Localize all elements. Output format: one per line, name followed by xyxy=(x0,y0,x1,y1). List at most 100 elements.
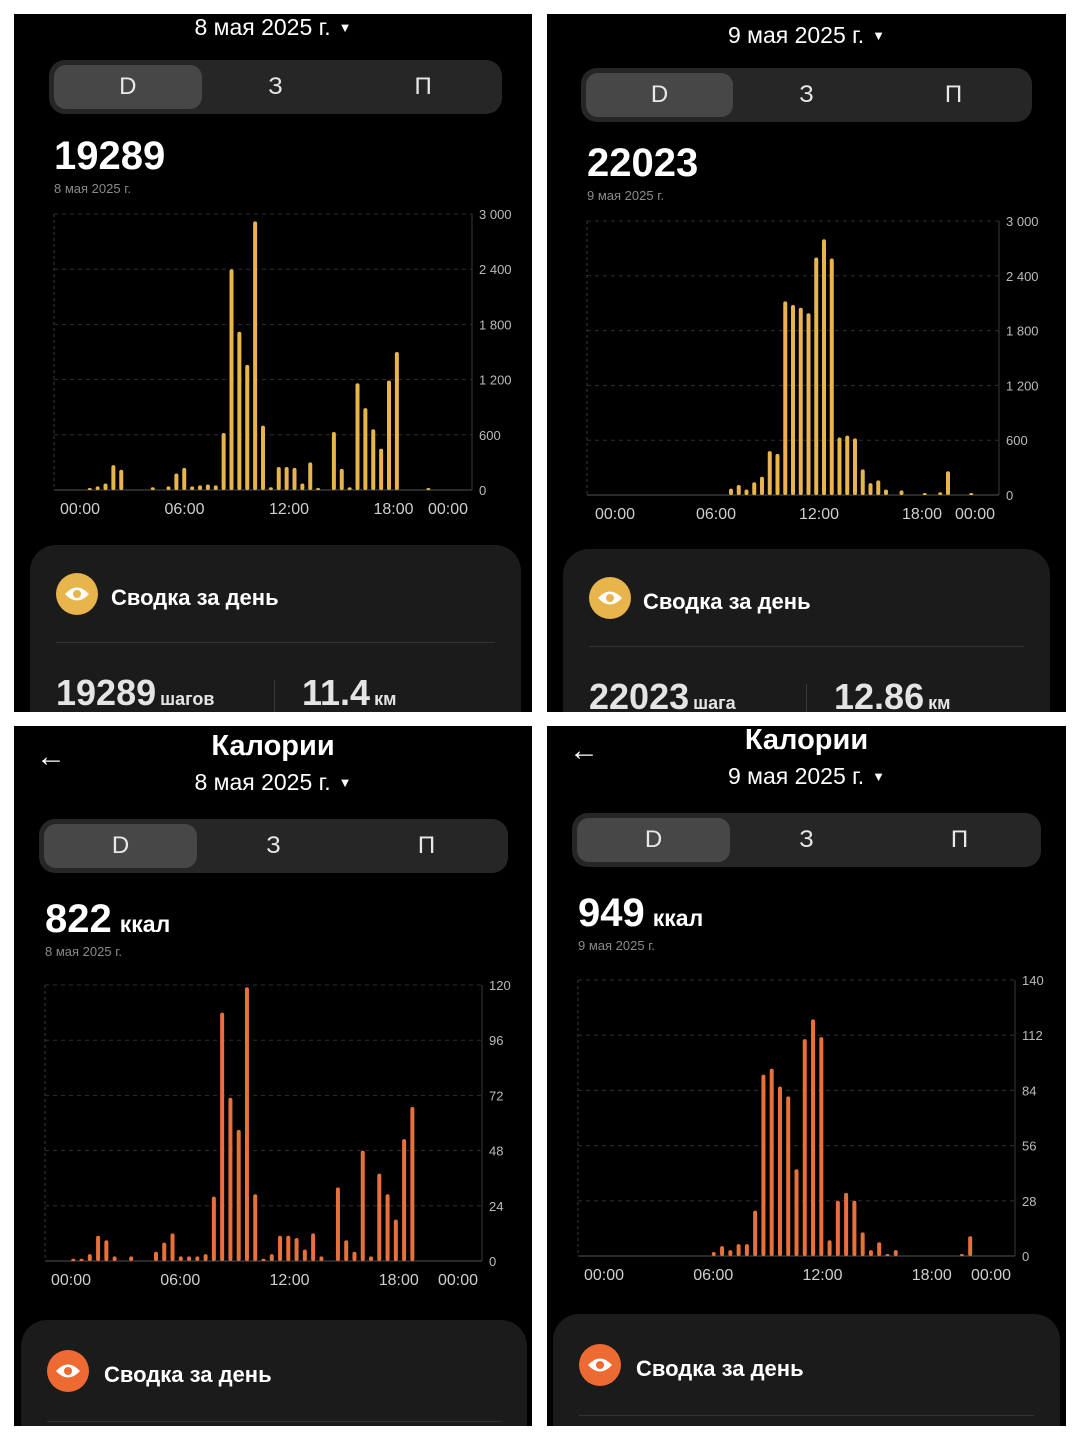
value-date: 8 мая 2025 г. xyxy=(54,181,131,196)
y-tick-label: 0 xyxy=(489,1254,496,1269)
y-tick-label: 56 xyxy=(1022,1139,1036,1154)
chart-bar xyxy=(129,1256,134,1261)
chart-bar xyxy=(166,486,171,490)
calories-panel-may-8: ← Калории 8 мая 2025 г. ▼ D З П 822 ккал 8… xyxy=(14,726,532,1426)
chart-bar xyxy=(355,383,360,490)
chart-bar xyxy=(767,451,772,495)
y-tick-label: 2 400 xyxy=(1006,269,1039,284)
chart-bar xyxy=(182,467,187,490)
tab-day[interactable]: D xyxy=(577,818,730,862)
stat-separator xyxy=(274,680,275,712)
tab-day[interactable]: D xyxy=(54,65,202,109)
eye-icon xyxy=(47,1350,89,1392)
chart-bar xyxy=(153,1251,158,1261)
chart-bar xyxy=(371,429,376,490)
date-selector[interactable]: 9 мая 2025 г. ▼ xyxy=(547,763,1066,790)
chart-bar xyxy=(877,1242,882,1256)
chart-bar xyxy=(410,1106,415,1261)
chart-bar xyxy=(728,1250,733,1256)
chart-bar xyxy=(300,483,305,490)
distance-stat: 11.4 км xyxy=(302,672,396,712)
chart-bar xyxy=(852,1200,857,1256)
chart-bar xyxy=(387,380,391,490)
summary-card[interactable]: Сводка за день 19289 шагов 11.4 км xyxy=(30,545,521,712)
y-tick-label: 600 xyxy=(479,428,501,443)
chart-bar xyxy=(811,1019,816,1256)
y-tick-label: 1 800 xyxy=(1006,324,1039,339)
tab-day[interactable]: D xyxy=(44,824,197,868)
chart-bar xyxy=(363,408,368,490)
steps-panel-may-9: 9 мая 2025 г. ▼ D З П 22023 9 мая 2025 г.… xyxy=(547,14,1066,712)
y-tick-label: 600 xyxy=(1006,433,1028,448)
chart-bar xyxy=(884,489,888,495)
arrow-left-icon[interactable]: ← xyxy=(569,734,599,767)
date-label: 8 мая 2025 г. xyxy=(194,769,331,795)
chart-bar xyxy=(393,1219,398,1261)
chart-bar xyxy=(178,1256,183,1261)
x-tick-label: 00:00 xyxy=(955,506,995,523)
summary-card[interactable]: Сводка за день xyxy=(21,1320,527,1426)
tab-month[interactable]: П xyxy=(417,832,436,859)
tab-week[interactable]: З xyxy=(799,826,814,853)
distance-stat: 12.86 км xyxy=(834,676,950,712)
chart-bar xyxy=(87,1254,92,1261)
summary-card[interactable]: Сводка за день 22023 шага 12.86 км xyxy=(563,549,1050,712)
chart-bar xyxy=(829,258,834,495)
chart-bar xyxy=(268,487,273,490)
chart-svg: 0 28 56 84 112 140 00:00 06:00 12:00 18:00 00:00 xyxy=(577,973,1044,1284)
chart-bar xyxy=(253,1194,258,1261)
tab-week[interactable]: З xyxy=(268,73,283,100)
tab-day[interactable]: D xyxy=(586,73,733,117)
y-tick-label: 84 xyxy=(1022,1083,1036,1098)
divider xyxy=(579,1415,1034,1416)
date-selector[interactable]: 8 мая 2025 г. ▼ xyxy=(14,14,532,41)
chart-bar xyxy=(308,462,313,490)
tab-week[interactable]: З xyxy=(266,832,281,859)
tab-week[interactable]: З xyxy=(799,81,814,108)
value-date: 9 мая 2025 г. xyxy=(587,188,664,203)
chart-bar xyxy=(369,1256,374,1261)
y-tick-label: 24 xyxy=(489,1199,503,1214)
period-tabs: D З П xyxy=(39,819,508,873)
y-tick-label: 1 800 xyxy=(479,317,512,332)
chart-bar xyxy=(769,1068,774,1256)
summary-card[interactable]: Сводка за день xyxy=(553,1314,1060,1426)
steps-stat-value: 19289 xyxy=(56,672,157,712)
chart-bar xyxy=(729,488,733,495)
chart-bar xyxy=(968,1236,973,1256)
chart-bar xyxy=(744,1244,749,1256)
distance-stat-value: 12.86 xyxy=(834,676,925,712)
y-tick-label: 48 xyxy=(489,1144,503,1159)
steps-stat-unit: шага xyxy=(693,693,736,712)
x-tick-label: 18:00 xyxy=(912,1267,952,1284)
chart-bar xyxy=(806,313,811,495)
chart-bar xyxy=(752,482,757,495)
chart-bar xyxy=(331,432,336,490)
steps-total: 19289 xyxy=(54,134,165,179)
x-tick-label: 06:00 xyxy=(696,506,736,523)
date-label: 8 мая 2025 г. xyxy=(194,14,331,40)
chart-bar xyxy=(802,1039,807,1256)
chart-bar xyxy=(720,1246,725,1256)
chart-bar xyxy=(236,1129,241,1261)
chart-bar xyxy=(860,469,865,495)
arrow-left-icon[interactable]: ← xyxy=(36,740,66,773)
calories-total-unit: ккал xyxy=(119,911,171,937)
date-selector[interactable]: 9 мая 2025 г. ▼ xyxy=(547,22,1066,49)
chart-bar xyxy=(112,1256,117,1261)
tab-month[interactable]: П xyxy=(944,81,963,108)
y-tick-label: 72 xyxy=(489,1088,503,1103)
chart-bar xyxy=(899,490,904,495)
chart-bar xyxy=(969,493,974,495)
steps-stat-value: 22023 xyxy=(589,676,690,712)
chart-bar xyxy=(794,1169,799,1256)
calories-panel-may-9: ← Калории 9 мая 2025 г. ▼ D З П 949 ккал 9… xyxy=(547,726,1066,1426)
caret-down-icon: ▼ xyxy=(872,28,886,43)
chart-bar xyxy=(103,483,108,490)
date-selector[interactable]: 8 мая 2025 г. ▼ xyxy=(14,769,532,796)
x-tick-label: 18:00 xyxy=(379,1272,419,1289)
period-tabs: D З П xyxy=(572,813,1041,867)
chart-bar xyxy=(261,425,265,490)
tab-month[interactable]: П xyxy=(414,73,432,100)
tab-month[interactable]: П xyxy=(950,826,969,853)
